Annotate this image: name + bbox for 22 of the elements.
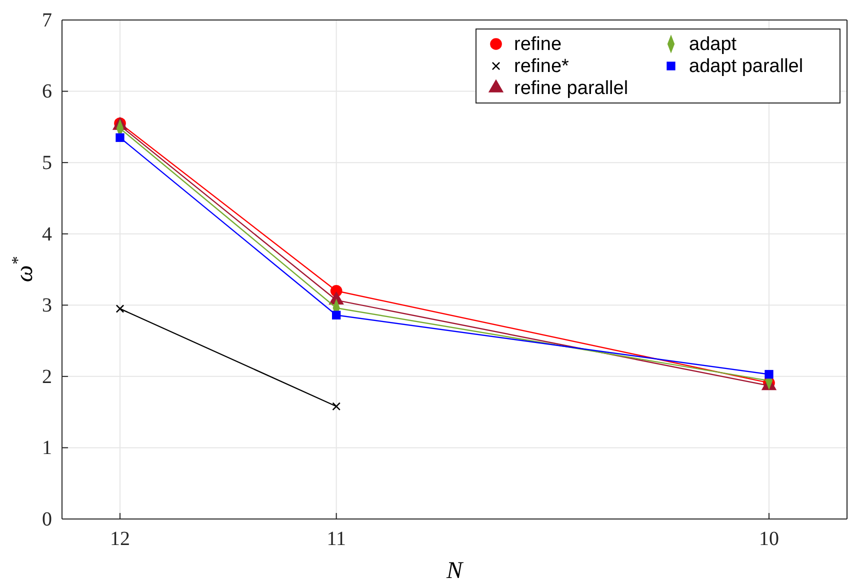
- y-tick-label: 3: [42, 294, 52, 317]
- y-tick-label: 7: [42, 9, 52, 32]
- y-tick-label: 5: [42, 152, 52, 174]
- y-tick-label: 0: [42, 508, 52, 530]
- point: [116, 133, 124, 142]
- point: [764, 370, 774, 379]
- y-tick-label: 6: [42, 80, 52, 103]
- x-axis-title: N: [445, 558, 464, 584]
- y-tick-label: 4: [42, 223, 52, 246]
- legend-label: refine: [514, 34, 562, 55]
- x-tick-label: 10: [759, 528, 779, 550]
- x-tick-label: 11: [326, 528, 346, 550]
- legend-label: adapt parallel: [689, 56, 804, 77]
- point: [332, 310, 341, 320]
- legend-label: adapt: [689, 34, 738, 55]
- point: [332, 402, 341, 411]
- point: [116, 304, 124, 313]
- x-tick-label: 12: [110, 528, 130, 550]
- y-tick-label: 1: [42, 437, 52, 460]
- legend-label: refine*: [514, 56, 570, 77]
- y-tick-label: 2: [42, 366, 52, 388]
- legend-label: refine parallel: [514, 78, 628, 99]
